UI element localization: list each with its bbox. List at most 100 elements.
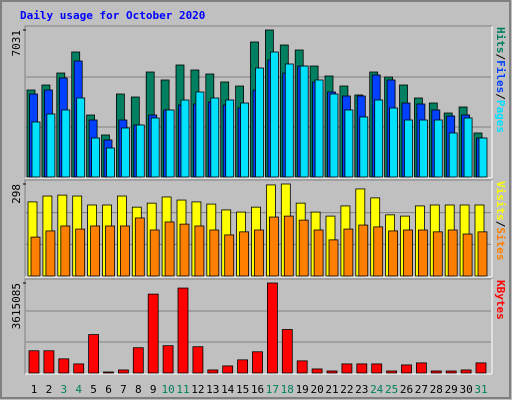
bar [149,229,160,277]
bar [165,109,175,178]
bar [284,63,294,178]
x-tick-label: 30 [459,383,472,396]
bar [388,230,399,277]
bar [313,229,324,277]
bar [45,230,56,277]
bar [43,350,55,374]
legend-entry: Visits [494,181,507,221]
bar [162,345,174,374]
legend-entry: KBytes [494,280,507,320]
bar [177,287,189,374]
bar [445,370,457,374]
bar [76,97,86,178]
bar [430,370,442,374]
bar [195,91,205,178]
bar [194,225,205,277]
bar [269,51,279,178]
legend-separator: / [494,221,507,228]
x-tick-label: 13 [206,383,219,396]
x-tick-label: 17 [266,383,279,396]
x-tick-label: 14 [221,383,235,396]
y-tick-label: 3615085 [10,283,23,329]
bar [207,369,219,374]
x-tick-label: 1 [31,383,38,396]
x-tick-label: 10 [161,383,174,396]
bar [401,364,412,374]
bar [90,225,100,277]
legend-entry: Hits [494,27,507,54]
x-tick-label: 6 [105,383,112,396]
bar [222,365,234,374]
bar [103,371,114,374]
bar [298,219,309,277]
bar [328,239,339,277]
bar [447,229,458,277]
bar [283,215,294,277]
x-tick-label: 27 [415,383,428,396]
bar [60,225,71,277]
bar [359,116,369,178]
bar [134,217,145,277]
legend-entry: Pages [494,100,507,133]
legend-separator: / [494,54,507,61]
bar [329,93,339,178]
legend-entry: Sites [494,227,507,260]
bar [341,363,353,374]
bar [432,231,443,277]
bar [120,225,130,277]
bar [254,229,264,277]
x-tick-label: 22 [340,383,353,396]
bar [460,369,472,374]
bar [224,234,235,277]
bar [192,346,204,374]
bar [314,79,324,178]
bar [46,113,56,178]
x-tick-label: 3 [60,383,67,396]
bar [358,224,369,277]
bar [477,231,488,277]
x-tick-label: 4 [75,383,82,396]
bar [281,329,293,374]
bar [179,223,190,277]
x-tick-label: 5 [90,383,97,396]
x-tick-label: 25 [385,383,398,396]
bar [386,370,398,374]
bar [75,228,86,277]
x-tick-label: 11 [176,383,189,396]
legend: Visits/Sites [494,181,507,261]
bar [150,117,160,178]
bar [121,127,130,178]
legend-separator: / [494,93,507,100]
bar [225,99,235,178]
x-tick-label: 18 [281,383,294,396]
y-tick-label: 7031 [10,30,23,57]
bar [240,102,250,178]
bar [255,67,264,178]
bar [209,229,220,277]
x-tick-label: 8 [135,383,142,396]
bar [61,109,71,178]
bar [91,137,100,178]
bar [180,99,190,178]
x-tick-label: 26 [400,383,413,396]
x-tick-label: 24 [370,383,384,396]
x-tick-label: 7 [120,383,127,396]
bar [252,351,263,374]
bar [433,119,443,178]
bar [404,119,413,178]
bar [28,350,40,374]
bar [30,236,41,277]
x-tick-label: 23 [355,383,368,396]
bar [147,293,159,374]
bar [296,360,308,374]
x-tick-label: 20 [310,383,323,396]
x-tick-label: 9 [150,383,157,396]
bar [415,362,427,374]
y-tick-label: 298 [10,184,23,204]
x-tick-label: 15 [236,383,249,396]
bar [418,119,428,178]
legend-entry: Files [494,60,507,93]
x-tick-label: 16 [251,383,264,396]
x-tick-label: 31 [474,383,487,396]
